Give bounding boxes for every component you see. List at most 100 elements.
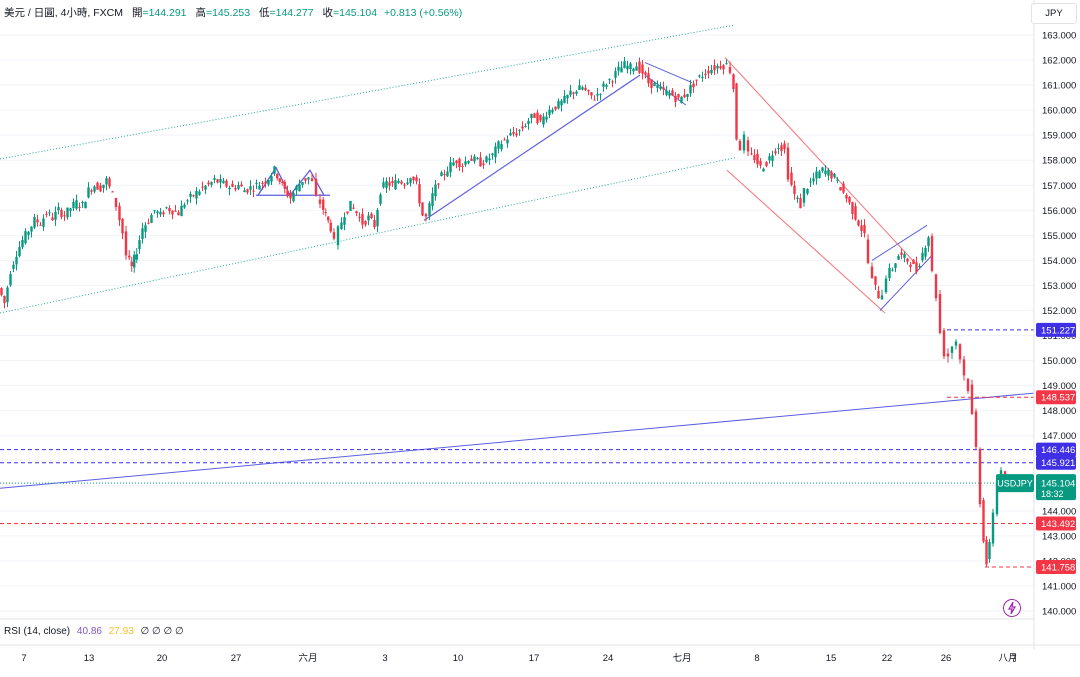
candle-body (891, 269, 894, 271)
price-badge-text: 148.537 (1041, 393, 1075, 404)
close-label: 收 (322, 7, 333, 19)
candle-body (995, 481, 999, 515)
candle-body (848, 196, 851, 203)
candle-body (988, 542, 991, 560)
candle-body (756, 153, 759, 165)
candle-body (108, 178, 111, 187)
candle-body (388, 182, 391, 186)
candle-body (750, 153, 753, 155)
y-tick-label: 140.000 (1042, 607, 1076, 618)
currency-button[interactable]: JPY (1031, 3, 1077, 24)
candle-body (774, 151, 777, 154)
candle-body (237, 185, 240, 189)
candle-body (674, 95, 677, 102)
candle-body (686, 93, 689, 97)
x-tick-label: 17 (529, 653, 540, 664)
candle-body (105, 178, 108, 185)
candle-body (912, 259, 915, 264)
candle-body (243, 190, 246, 193)
candle-body (382, 182, 385, 188)
price-badge-bg (1036, 455, 1076, 470)
candle-body (443, 173, 446, 175)
open-value: =144.291 (142, 7, 187, 19)
candle-body (0, 288, 3, 295)
candle-body (147, 222, 150, 224)
candle-body (877, 290, 880, 299)
candle-body (482, 163, 485, 165)
candle-body (563, 95, 566, 103)
candle-body (611, 81, 614, 83)
candle-body (578, 85, 581, 90)
candle-body (845, 194, 848, 199)
candle-body (647, 73, 650, 84)
candle-body (27, 231, 30, 235)
x-axis: 7 13 20 27 六月 3 10 17 24 七月 8 15 22 26 八月7 (0, 644, 1080, 664)
candle-body (515, 133, 518, 136)
candle-body (66, 207, 69, 218)
candle-body (683, 94, 686, 98)
candle-body (900, 252, 903, 255)
candle-body (488, 158, 491, 161)
price-badge-text: 141.758 (1041, 562, 1075, 573)
candle-body (894, 263, 897, 269)
candle-body (799, 198, 802, 209)
candle-body (584, 87, 587, 90)
candle-body (677, 94, 680, 98)
candle-body (644, 72, 647, 75)
candle-body (860, 225, 863, 232)
candle-body (732, 74, 735, 89)
candle-body (509, 133, 512, 136)
wedge-upper (871, 224, 928, 261)
y-tick-label: 163.000 (1042, 31, 1076, 42)
candle-body (802, 188, 806, 203)
candle-body (623, 61, 626, 68)
candles (0, 57, 1011, 567)
candle-body (854, 206, 857, 220)
candle-body (713, 65, 716, 71)
x-tick-label: 27 (231, 653, 242, 664)
candle-body (150, 215, 153, 223)
symbol-title[interactable]: 美元 / 日圓, 4小時, FXCM (4, 7, 124, 19)
candle-body (213, 178, 216, 180)
candle-body (446, 171, 449, 177)
candle-body (780, 145, 783, 152)
candle-body (599, 93, 602, 95)
price-badge-text: 145.921 (1041, 458, 1075, 469)
candle-body (45, 213, 48, 215)
y-tick-label: 162.000 (1042, 56, 1076, 67)
candle-body (391, 181, 394, 184)
candle-body (72, 202, 75, 209)
candle-body (329, 222, 332, 232)
candle-body (545, 116, 548, 120)
candle-body (698, 75, 701, 77)
candle-body (587, 90, 590, 92)
lightning-icon[interactable] (1003, 599, 1021, 617)
candle-body (530, 113, 533, 119)
candle-body (192, 195, 195, 197)
candle-body (314, 178, 318, 196)
y-tick-label: 158.000 (1042, 156, 1076, 167)
candle-body (467, 161, 470, 164)
candle-body (593, 99, 596, 101)
rsi-ma-value: 27.93 (108, 626, 134, 637)
candle-body (656, 85, 659, 88)
y-tick-label: 160.000 (1042, 106, 1076, 117)
open-label: 開 (131, 7, 143, 19)
candle-body (479, 157, 482, 167)
y-tick-label: 153.000 (1042, 281, 1076, 292)
candle-body (174, 210, 177, 212)
candle-body (978, 448, 982, 505)
candle-body (614, 71, 617, 78)
candle-body (906, 258, 909, 262)
candle-body (270, 176, 273, 182)
candle-body (557, 101, 560, 109)
candle-body (653, 82, 656, 87)
candle-body (554, 106, 557, 110)
rsi-legend[interactable]: RSI (14, close) 40.86 27.93 ∅ ∅ ∅ ∅ (4, 626, 184, 637)
candle-body (138, 240, 141, 250)
candle-body (261, 182, 264, 184)
candle-body (322, 199, 325, 210)
candle-body (765, 161, 768, 166)
